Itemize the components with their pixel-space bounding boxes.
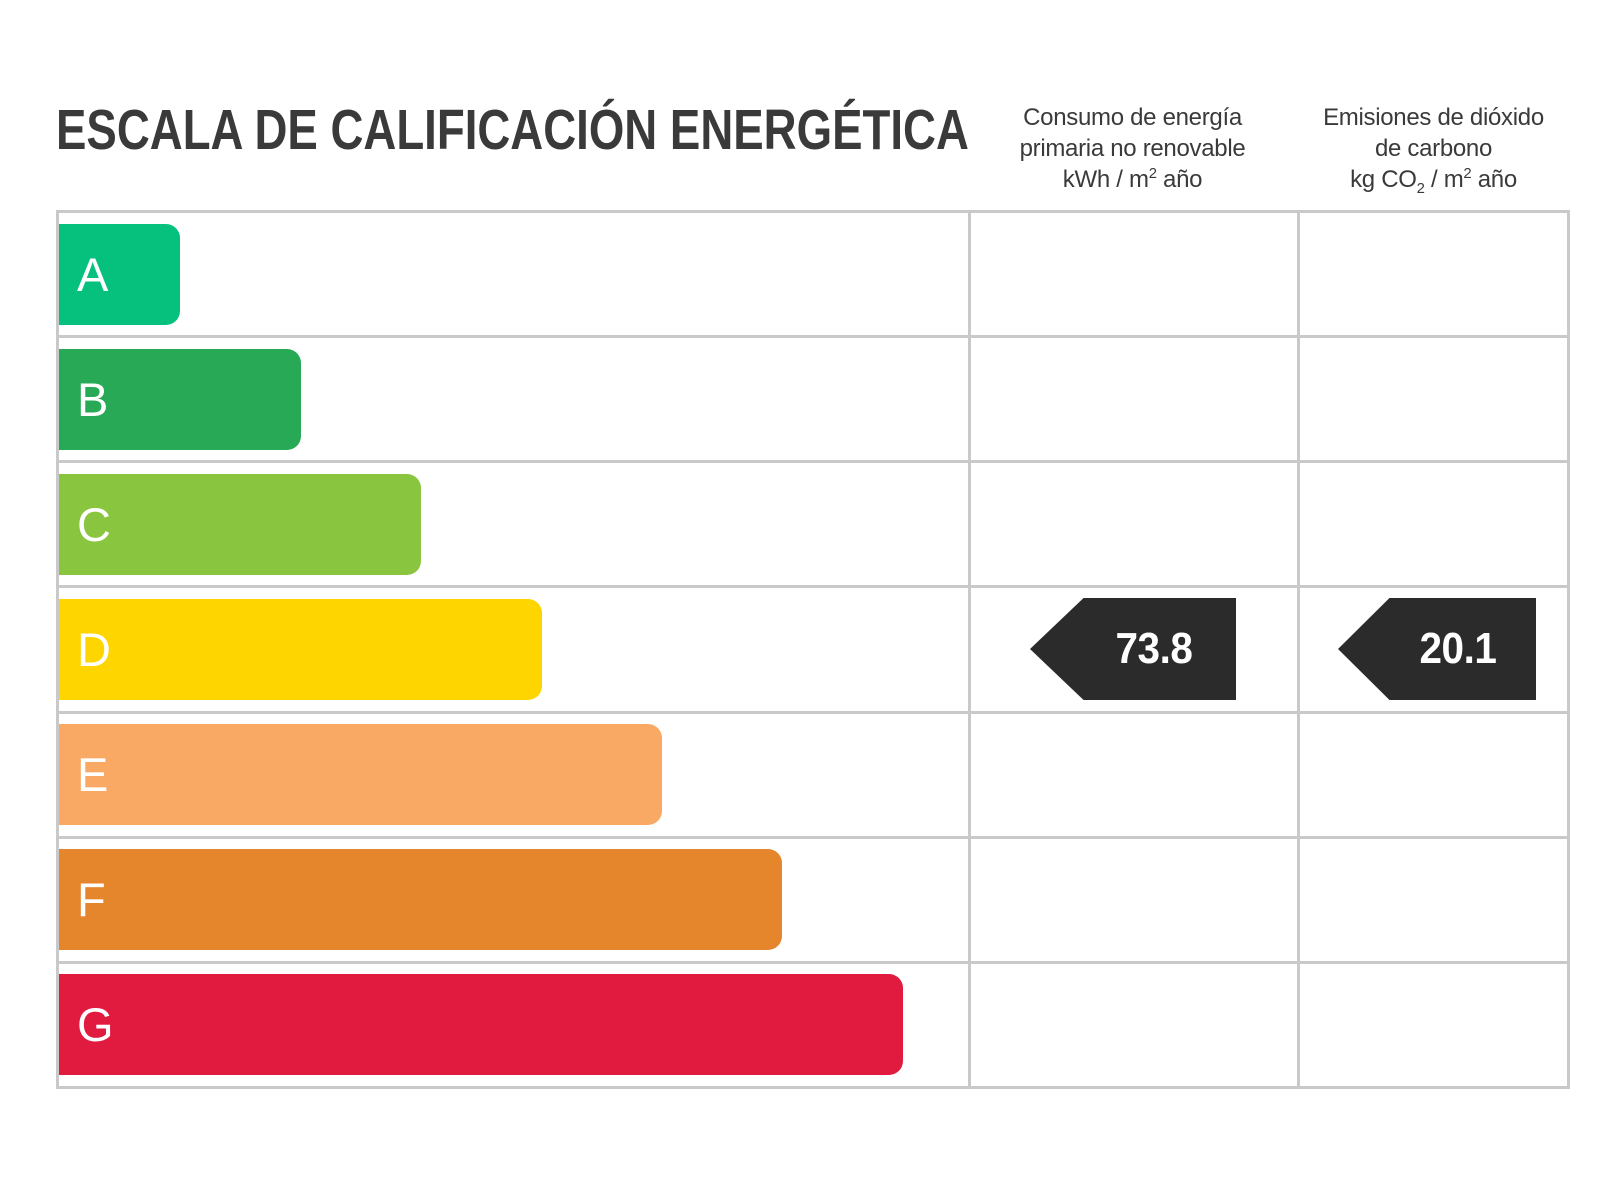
- rating-letter-b: B: [77, 372, 109, 426]
- grid-line-vertical-emisiones: [1297, 213, 1300, 1086]
- column-header-consumo-unit: kWh / m2 año: [1062, 166, 1203, 193]
- column-header-consumo-line1: Consumo de energía: [1023, 104, 1242, 131]
- rating-row-g: G: [59, 964, 1567, 1086]
- consumo-value: 73.8: [1115, 624, 1193, 673]
- rating-row-d: D: [59, 588, 1567, 714]
- emisiones-value: 20.1: [1419, 624, 1497, 673]
- rating-bar-c: C: [59, 473, 421, 575]
- rating-letter-a: A: [77, 247, 109, 301]
- column-header-emisiones-unit: kg CO2 / m2 año: [1350, 166, 1517, 197]
- rating-letter-f: F: [77, 873, 106, 927]
- column-header-consumo: Consumo de energía primaria no renovable…: [968, 102, 1297, 195]
- rating-bar-b: B: [59, 348, 301, 450]
- rating-letter-g: G: [77, 998, 114, 1052]
- rating-bar-f: F: [59, 849, 782, 951]
- rating-bar-e: E: [59, 724, 662, 826]
- rating-letter-d: D: [77, 622, 111, 676]
- column-header-emisiones-line2: de carbono: [1374, 135, 1493, 162]
- rating-grid: A B C D E F: [56, 210, 1570, 1089]
- page-title: ESCALA DE CALIFICACIÓN ENERGÉTICA: [56, 98, 969, 162]
- grid-line-vertical-consumo: [968, 213, 971, 1086]
- rating-bar-g: G: [59, 974, 903, 1076]
- rating-bar-d: D: [59, 598, 542, 700]
- rating-row-f: F: [59, 839, 1567, 964]
- rating-row-e: E: [59, 714, 1567, 839]
- column-header-emisiones: Emisiones de dióxido de carbono kg CO2 /…: [1297, 102, 1570, 197]
- rating-letter-c: C: [77, 497, 111, 551]
- rating-letter-e: E: [77, 748, 109, 802]
- column-header-emisiones-line1: Emisiones de dióxido: [1323, 104, 1544, 131]
- rating-row-a: A: [59, 213, 1567, 339]
- rating-row-b: B: [59, 338, 1567, 464]
- rating-row-c: C: [59, 463, 1567, 589]
- rating-bar-a: A: [59, 223, 180, 325]
- column-header-consumo-line2: primaria no renovable: [1019, 135, 1246, 162]
